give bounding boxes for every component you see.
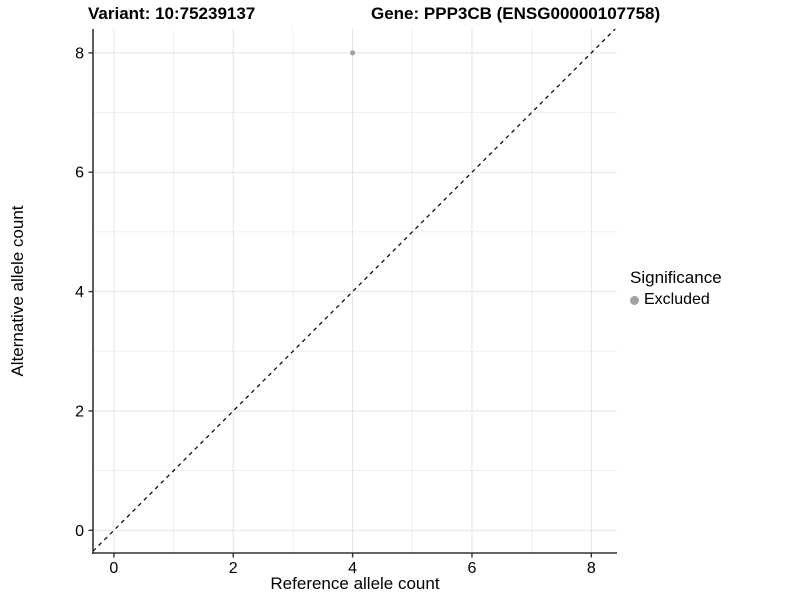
x-tick-label: 8 — [587, 560, 596, 577]
x-axis-title: Reference allele count — [270, 574, 440, 593]
legend-item: Excluded — [630, 290, 722, 310]
x-tick-label: 0 — [109, 560, 118, 577]
data-point — [350, 50, 356, 56]
y-tick-label: 8 — [75, 45, 84, 62]
y-tick-label: 0 — [75, 523, 84, 540]
x-tick-label: 2 — [229, 560, 238, 577]
y-tick-label: 4 — [75, 284, 84, 301]
legend-key-dot-icon — [630, 295, 639, 305]
legend-items: Excluded — [630, 290, 722, 310]
legend: Significance Excluded — [630, 268, 722, 310]
identity-abline — [92, 28, 616, 552]
y-tick-label: 6 — [75, 165, 84, 182]
y-axis-title: Alternative allele count — [8, 205, 27, 377]
y-tick-label: 2 — [75, 403, 84, 420]
x-tick-label: 6 — [468, 560, 477, 577]
legend-title: Significance — [630, 268, 722, 287]
variant-title: Variant: 10:75239137 — [88, 4, 256, 23]
legend-item-label: Excluded — [644, 291, 710, 308]
x-tick-label: 4 — [348, 560, 357, 577]
gene-title: Gene: PPP3CB (ENSG00000107758) — [371, 4, 661, 23]
